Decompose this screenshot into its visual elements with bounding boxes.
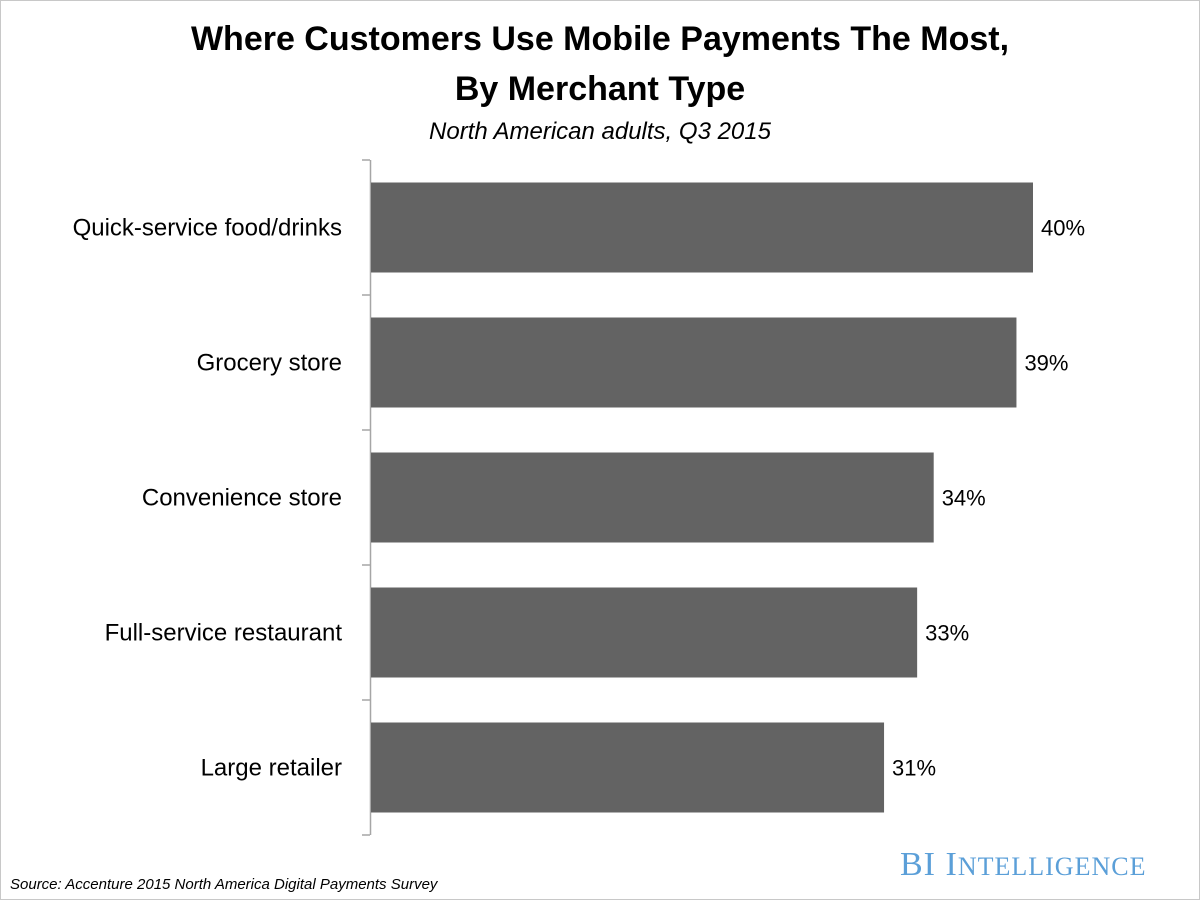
bar	[371, 317, 1017, 408]
value-label: 33%	[925, 621, 969, 646]
logo-first: BI	[900, 846, 936, 883]
bar	[371, 182, 1033, 273]
bar	[371, 722, 885, 813]
source-note: Source: Accenture 2015 North America Dig…	[10, 876, 438, 893]
chart-title-line1: Where Customers Use Mobile Payments The …	[190, 20, 1010, 58]
bi-intelligence-logo: BI Intelligence	[900, 846, 1146, 884]
value-label: 34%	[942, 486, 986, 511]
chart-title-line2: By Merchant Type	[454, 70, 746, 108]
category-label: Grocery store	[197, 350, 342, 377]
bar	[371, 452, 934, 543]
bar	[371, 587, 918, 678]
category-label: Quick-service food/drinks	[73, 215, 342, 242]
category-label: Large retailer	[201, 755, 342, 782]
value-label: 31%	[892, 756, 936, 781]
logo-second: Intelligence	[945, 846, 1147, 883]
value-label: 39%	[1024, 351, 1068, 376]
category-label: Full-service restaurant	[105, 620, 343, 647]
chart-subtitle: North American adults, Q3 2015	[429, 118, 771, 145]
value-label: 40%	[1041, 216, 1085, 241]
category-label: Convenience store	[142, 485, 342, 512]
